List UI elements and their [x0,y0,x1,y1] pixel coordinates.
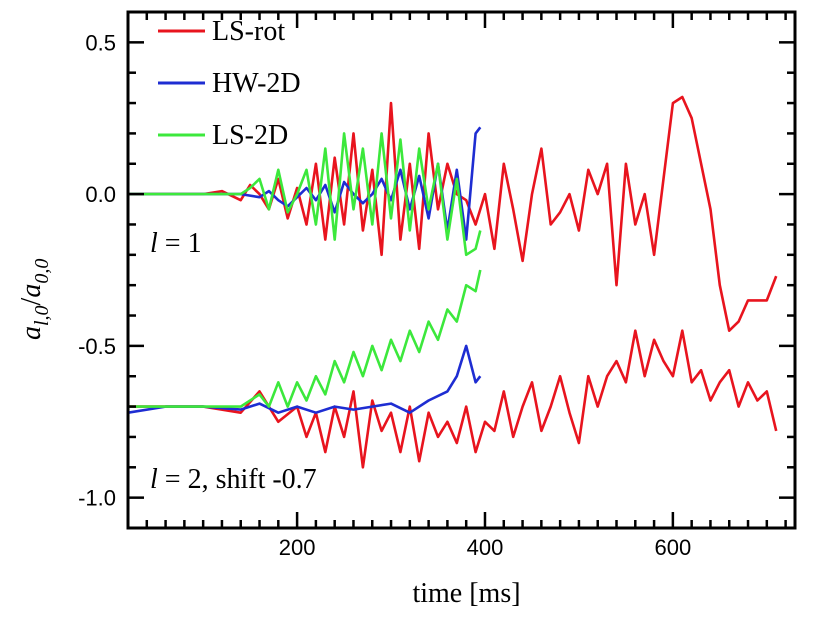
plot-frame [126,10,797,530]
y-tick-label: -0.5 [78,334,116,359]
x-axis-label: time [ms] [412,578,520,609]
annotation-l1: l = 1 [150,228,202,259]
series-line-hw-2d-l2 [127,344,482,415]
y-tick-label: 0.5 [85,30,116,55]
series-line-ls-2d-l2 [128,269,482,408]
x-tick-label: 400 [467,535,504,560]
ticks-layer: 200 400 600 0.5 0.0 -0.5 -1.0 [78,12,795,560]
x-tick-label: 200 [279,535,316,560]
legend-label-ls-rot: LS-rot [212,16,285,47]
series-layer [127,95,778,469]
legend-label-ls-2d: LS-2D [212,120,288,151]
series-line-ls-rot-l2 [128,329,778,469]
y-axis-label: al,0/a0,0 [16,259,53,340]
legend-label-hw-2d: HW-2D [212,68,301,99]
y-tick-label: 0.0 [85,182,116,207]
annotation-l2: l = 2, shift -0.7 [150,464,317,495]
x-tick-label: 600 [655,535,692,560]
y-tick-label: -1.0 [78,486,116,511]
series-line-ls-2d-l1 [128,132,482,257]
legend: LS-rot HW-2D LS-2D [158,16,301,151]
